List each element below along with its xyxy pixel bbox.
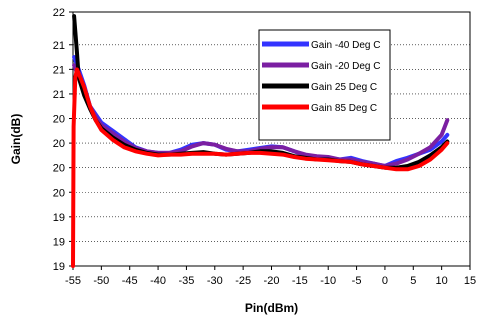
legend: Gain -40 Deg C Gain -20 Deg C Gain 25 Deg … [258, 29, 391, 141]
x-tick-label: -20 [264, 275, 280, 287]
x-tick-label: -5 [352, 275, 362, 287]
y-tick-label: 19 [53, 212, 65, 224]
y-tick-label: 20 [53, 138, 65, 150]
x-tick-label: 10 [436, 275, 448, 287]
x-tick-label: -15 [292, 275, 308, 287]
x-tick-label: -25 [235, 275, 251, 287]
y-axis-ticks: 19 19 19 20 20 20 20 21 21 21 22 [53, 7, 73, 273]
x-tick-label: -35 [178, 275, 194, 287]
y-tick-label: 20 [53, 163, 65, 175]
x-tick-label: -40 [150, 275, 166, 287]
y-tick-label: 20 [53, 114, 65, 126]
x-axis-ticks: -55 -50 -45 -40 -35 -30 -25 -20 -15 -10 -5 0 5 10 15 [65, 266, 476, 287]
x-tick-label: 5 [410, 275, 416, 287]
y-tick-label: 21 [53, 40, 65, 52]
y-tick-label: 19 [53, 261, 65, 273]
y-tick-label: 21 [53, 64, 65, 76]
x-axis-title: Pin(dBm) [245, 301, 298, 315]
series-layer [71, 14, 450, 268]
x-tick-label: 0 [382, 275, 388, 287]
y-tick-label: 20 [53, 187, 65, 199]
y-tick-label: 21 [53, 89, 65, 101]
x-tick-label: -10 [320, 275, 336, 287]
x-tick-label: -30 [207, 275, 223, 287]
legend-label: Gain -20 Deg C [311, 61, 380, 72]
y-axis-title: Gain(dB) [9, 114, 23, 165]
y-tick-label: 22 [53, 7, 65, 19]
legend-label: Gain 85 Deg C [311, 103, 377, 114]
x-tick-label: -45 [122, 275, 138, 287]
legend-label: Gain 25 Deg C [311, 82, 377, 93]
x-tick-label: -55 [65, 275, 81, 287]
legend-label: Gain -40 Deg C [311, 40, 380, 51]
y-tick-label: 19 [53, 236, 65, 248]
x-tick-label: 15 [464, 275, 476, 287]
x-tick-label: -50 [93, 275, 109, 287]
series-line [71, 67, 450, 268]
